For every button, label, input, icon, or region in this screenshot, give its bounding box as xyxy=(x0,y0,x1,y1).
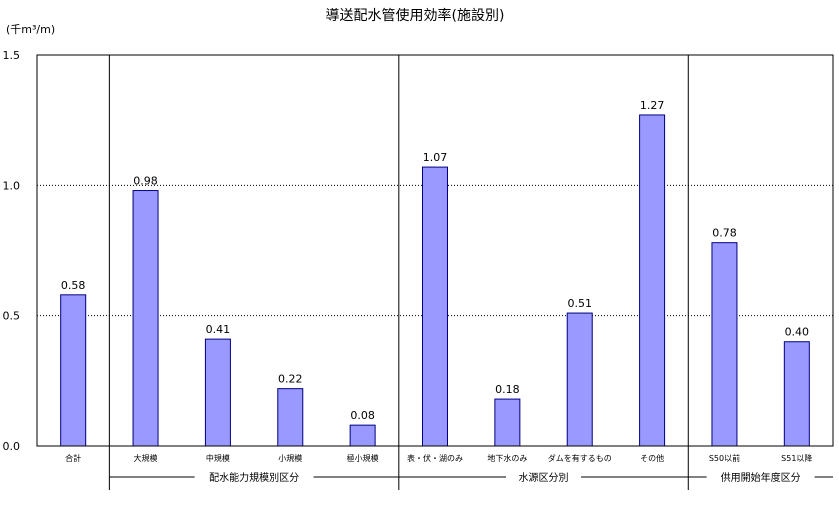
bar xyxy=(132,190,159,447)
y-tick-label: 0.0 xyxy=(3,440,21,453)
category-label: 表・伏・湖のみ xyxy=(407,453,463,463)
data-label: 0.58 xyxy=(61,279,86,292)
bar xyxy=(349,424,376,447)
y-tick-label: 1.0 xyxy=(3,179,21,192)
group-label: 配水能力規模別区分 xyxy=(209,471,299,484)
y-tick-label: 1.5 xyxy=(3,49,21,62)
group-labels: 配水能力規模別区分 水源区分別 供用開始年度区分 xyxy=(209,471,801,484)
group-dividers xyxy=(108,55,833,490)
category-label: 大規模 xyxy=(134,453,158,463)
category-labels: 合計 大規模 中規模 小規模 極小規模 表・伏・湖のみ 地下水のみ ダムを有するもの その他 S5… xyxy=(65,453,812,463)
bar xyxy=(494,398,521,447)
data-label: 0.41 xyxy=(206,323,231,336)
bar xyxy=(783,341,810,447)
value-labels: 0.58 0.98 0.41 0.22 0.08 1.07 0.18 0.51 1.27 0.78… xyxy=(61,99,809,422)
y-axis-unit-label: (千m³/m) xyxy=(6,23,55,36)
y-tick-label: 0.5 xyxy=(3,310,21,323)
data-label: 0.08 xyxy=(350,409,375,422)
bar xyxy=(277,388,304,447)
data-label: 1.27 xyxy=(640,99,665,112)
data-label: 0.51 xyxy=(567,297,592,310)
bar xyxy=(711,242,738,447)
category-label: 中規模 xyxy=(206,453,230,463)
category-label: 極小規模 xyxy=(347,453,379,463)
category-label: ダムを有するもの xyxy=(548,453,612,463)
data-label: 0.40 xyxy=(785,326,810,339)
category-label: 小規模 xyxy=(278,453,302,463)
bars xyxy=(60,114,810,447)
bar xyxy=(639,114,666,447)
category-label: S50以前 xyxy=(709,453,740,463)
group-label: 供用開始年度区分 xyxy=(721,471,801,484)
group-label: 水源区分別 xyxy=(519,471,569,484)
plot-frame xyxy=(36,54,834,447)
data-label: 0.22 xyxy=(278,373,303,386)
bar xyxy=(422,166,448,447)
bar xyxy=(60,294,87,447)
chart-title: 導送配水管使用効率(施設別) xyxy=(326,7,505,24)
data-label: 0.78 xyxy=(712,227,737,240)
data-label: 0.18 xyxy=(495,383,520,396)
data-label: 1.07 xyxy=(423,151,448,164)
category-label: 地下水のみ xyxy=(487,453,527,463)
category-label: S51以降 xyxy=(781,453,812,463)
bar xyxy=(566,312,593,447)
data-label: 0.98 xyxy=(133,175,158,188)
category-label: 合計 xyxy=(65,453,81,463)
bar xyxy=(204,338,231,447)
y-axis-ticks: 0.0 0.5 1.0 1.5 xyxy=(3,49,21,453)
category-label: その他 xyxy=(640,453,664,463)
gridlines xyxy=(37,184,833,317)
